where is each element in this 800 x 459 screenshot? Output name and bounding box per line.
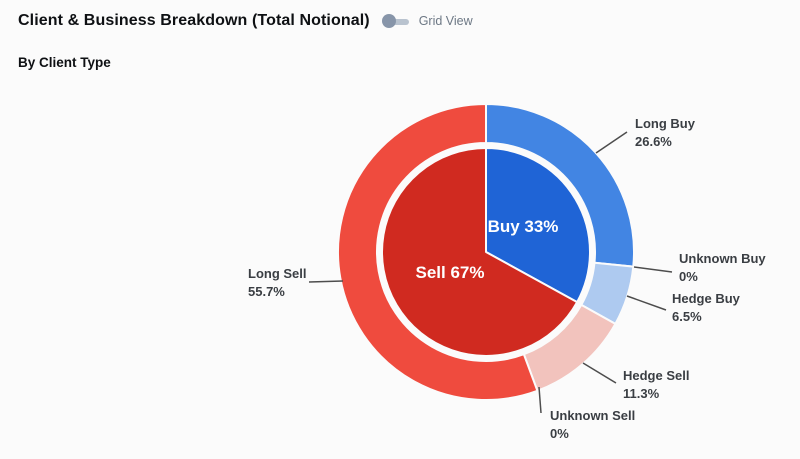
leader-line-hedge-sell [582, 362, 617, 384]
leader-line-long-sell [308, 280, 344, 283]
slice-label-long-sell: Long Sell [248, 266, 307, 281]
slice-sell[interactable] [381, 147, 579, 357]
inner-slice-value-sell: Sell 67% [416, 263, 485, 282]
leader-line-long-buy [595, 131, 628, 154]
grid-view-toggle-label[interactable]: Grid View [418, 14, 473, 28]
slice-value-hedge-buy: 6.5% [672, 309, 702, 324]
slice-long-sell[interactable] [337, 103, 539, 401]
slice-value-hedge-sell: 11.3% [623, 386, 660, 401]
toggle-knob-icon [381, 14, 396, 28]
slice-value-unknown-sell: 0% [550, 426, 569, 441]
slice-label-unknown-sell: Unknown Sell [550, 408, 635, 423]
slice-value-long-buy: 26.6% [635, 134, 672, 149]
donut-chart: Buy 33% Sell 67% Long Buy 26.6% Unknown Buy 0… [248, 103, 766, 441]
leader-line-unknown-buy [633, 266, 673, 273]
chart-header: Client & Business Breakdown (Total Notio… [0, 0, 800, 30]
slice-label-hedge-sell: Hedge Sell [623, 368, 689, 383]
slice-value-unknown-buy: 0% [679, 269, 698, 284]
toggle-track-icon [389, 18, 409, 25]
inner-slice-value-buy: Buy 33% [488, 217, 559, 236]
slice-label-long-buy: Long Buy [635, 116, 696, 131]
leader-line-unknown-sell [538, 386, 542, 414]
leader-line-hedge-buy [626, 295, 667, 311]
slice-label-hedge-buy: Hedge Buy [672, 291, 741, 306]
page-title: Client & Business Breakdown (Total Notio… [18, 12, 370, 29]
slice-value-long-sell: 55.7% [248, 284, 285, 299]
grid-view-toggle[interactable] [381, 14, 409, 29]
slice-label-unknown-buy: Unknown Buy [679, 251, 766, 266]
slice-buy[interactable] [485, 147, 591, 304]
chart-subtitle: By Client Type [18, 55, 111, 70]
